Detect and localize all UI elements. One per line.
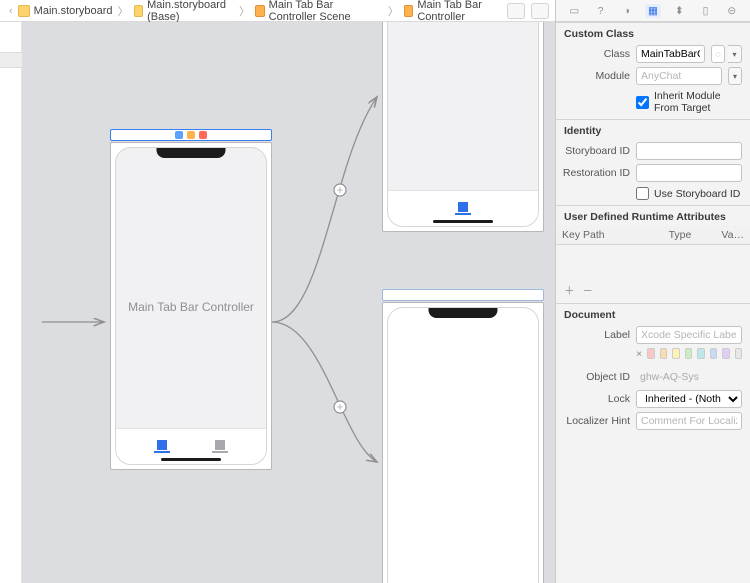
tab-size-icon[interactable]: ▯ bbox=[698, 4, 714, 18]
inherit-module-label: Inherit Module From Target bbox=[654, 90, 742, 114]
udra-col-keypath[interactable]: Key Path bbox=[556, 226, 663, 245]
notch-icon bbox=[157, 148, 226, 158]
class-label: Class bbox=[556, 48, 630, 60]
breadcrumb-label: Main.storyboard bbox=[34, 5, 113, 17]
home-indicator-icon bbox=[433, 220, 493, 223]
chevron-right-icon: 〉 bbox=[385, 3, 402, 19]
section-identity: Identity bbox=[556, 119, 750, 140]
swatch[interactable] bbox=[672, 348, 679, 359]
swatch[interactable] bbox=[660, 348, 667, 359]
chevron-left-icon[interactable]: ‹ bbox=[6, 5, 16, 17]
breadcrumb: ‹ Main.storyboard 〉 Main.storyboard (Bas… bbox=[0, 0, 555, 22]
scene-titlebar[interactable] bbox=[110, 129, 272, 141]
dot-icon bbox=[199, 131, 207, 139]
breadcrumb-item-2[interactable]: Main Tab Bar Controller Scene bbox=[253, 0, 385, 23]
phone-frame bbox=[387, 22, 539, 227]
controller-icon bbox=[404, 5, 414, 17]
notch-icon bbox=[429, 308, 498, 318]
breadcrumb-item-3[interactable]: Main Tab Bar Controller bbox=[402, 0, 507, 23]
breadcrumb-label: Main Tab Bar Controller bbox=[417, 0, 505, 23]
breadcrumb-label: Main Tab Bar Controller Scene bbox=[269, 0, 383, 23]
class-dropdown-icon[interactable]: ▾ bbox=[728, 45, 742, 63]
swatch[interactable] bbox=[697, 348, 704, 359]
scene-child-bottom[interactable] bbox=[382, 302, 544, 583]
use-storyboard-id-checkbox[interactable] bbox=[636, 187, 649, 200]
chevron-right-icon: 〉 bbox=[115, 3, 132, 19]
module-field[interactable] bbox=[636, 67, 722, 85]
scene-label: Main Tab Bar Controller bbox=[116, 300, 266, 314]
swatch[interactable] bbox=[685, 348, 692, 359]
udra-col-type[interactable]: Type bbox=[663, 226, 716, 245]
localizer-hint-label: Localizer Hint bbox=[556, 415, 630, 427]
module-dropdown-icon[interactable]: ▾ bbox=[728, 67, 742, 85]
class-stepper-icon[interactable]: ◌ bbox=[711, 45, 725, 63]
inspector-panel: ▭ ? ◑ ▦ ⬍ ▯ ⊝ Custom Class Class ◌ ▾ Mod… bbox=[555, 0, 750, 583]
swatch[interactable] bbox=[722, 348, 729, 359]
storyboard-icon bbox=[18, 5, 30, 17]
inherit-module-checkbox[interactable] bbox=[636, 96, 649, 109]
storyboard-icon bbox=[134, 5, 144, 17]
adjust-editor-button[interactable] bbox=[531, 3, 549, 19]
localizer-hint-field[interactable] bbox=[636, 412, 742, 430]
add-button[interactable]: ＋ bbox=[564, 283, 575, 298]
clear-color-icon[interactable]: × bbox=[636, 348, 642, 360]
storyboard-id-field[interactable] bbox=[636, 142, 742, 160]
tab-help-icon[interactable]: ? bbox=[593, 4, 609, 18]
lock-label: Lock bbox=[556, 393, 630, 405]
tab-item-1 bbox=[151, 440, 173, 453]
chevron-right-icon: 〉 bbox=[236, 3, 253, 19]
tab-connections-icon[interactable]: ⊝ bbox=[724, 4, 740, 18]
scene-main-tab-bar-controller[interactable]: Main Tab Bar Controller bbox=[110, 142, 272, 470]
swatch[interactable] bbox=[647, 348, 654, 359]
class-field[interactable] bbox=[636, 45, 705, 63]
tab-attributes-icon[interactable]: ⬍ bbox=[671, 4, 687, 18]
doc-label-field[interactable] bbox=[636, 326, 742, 344]
section-custom-class: Custom Class bbox=[556, 22, 750, 43]
udra-table[interactable]: Key Path Type Va… bbox=[556, 226, 750, 281]
storyboard-id-label: Storyboard ID bbox=[556, 145, 630, 157]
section-udra: User Defined Runtime Attributes bbox=[556, 205, 750, 226]
scene-child-top[interactable] bbox=[382, 22, 544, 232]
module-label: Module bbox=[556, 70, 630, 82]
scene-titlebar[interactable] bbox=[382, 289, 544, 301]
object-id-label: Object ID bbox=[556, 371, 630, 383]
doc-label-label: Label bbox=[556, 329, 630, 341]
tab-history-icon[interactable]: ◑ bbox=[619, 4, 635, 18]
outline-toggle-button[interactable] bbox=[507, 3, 525, 19]
use-storyboard-id-label: Use Storyboard ID bbox=[654, 188, 740, 200]
scene-icon bbox=[255, 5, 265, 17]
breadcrumb-item-0[interactable]: Main.storyboard bbox=[16, 5, 115, 17]
breadcrumb-label: Main.storyboard (Base) bbox=[147, 0, 234, 23]
object-id-field bbox=[636, 368, 742, 386]
tab-item-2 bbox=[209, 440, 231, 453]
dot-icon bbox=[187, 131, 195, 139]
left-gutter bbox=[0, 22, 22, 583]
color-swatches: × bbox=[556, 346, 750, 366]
phone-frame: Main Tab Bar Controller bbox=[115, 147, 267, 465]
swatch[interactable] bbox=[710, 348, 717, 359]
udra-col-value[interactable]: Va… bbox=[715, 226, 750, 245]
home-indicator-icon bbox=[161, 458, 221, 461]
dot-icon bbox=[175, 131, 183, 139]
storyboard-canvas[interactable]: Main Tab Bar Controller bbox=[22, 22, 555, 583]
tab-item-1 bbox=[452, 202, 474, 215]
swatch[interactable] bbox=[735, 348, 742, 359]
tab-file-icon[interactable]: ▭ bbox=[566, 4, 582, 18]
breadcrumb-item-1[interactable]: Main.storyboard (Base) bbox=[132, 0, 236, 23]
inspector-tab-bar: ▭ ? ◑ ▦ ⬍ ▯ ⊝ bbox=[556, 0, 750, 22]
udra-empty bbox=[556, 245, 750, 281]
lock-select[interactable]: Inherited - (Nothing) bbox=[636, 390, 742, 408]
restoration-id-field[interactable] bbox=[636, 164, 742, 182]
phone-frame bbox=[387, 307, 539, 583]
restoration-id-label: Restoration ID bbox=[556, 167, 630, 179]
section-document: Document bbox=[556, 303, 750, 324]
tab-identity-icon[interactable]: ▦ bbox=[645, 4, 661, 18]
remove-button[interactable]: － bbox=[583, 283, 594, 298]
